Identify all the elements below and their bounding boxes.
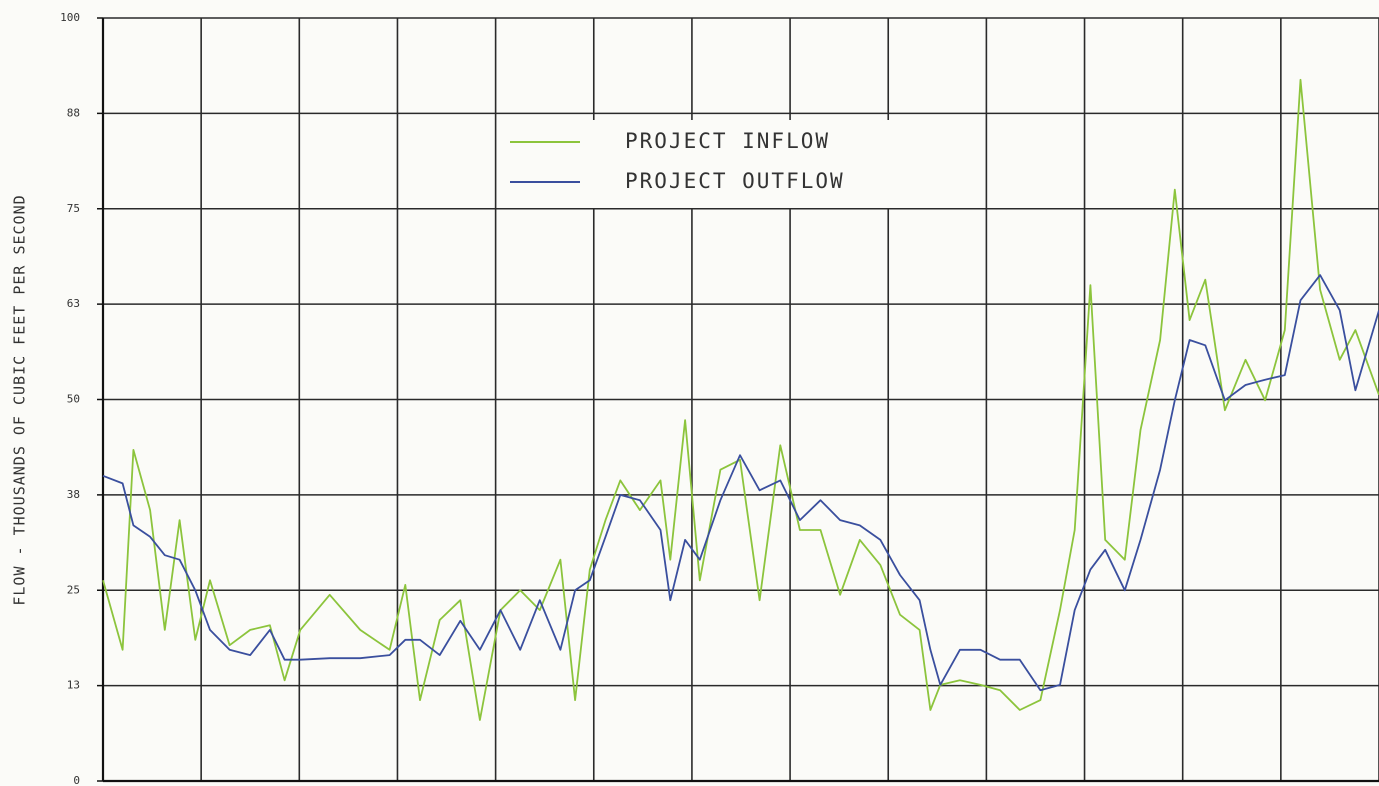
y-tick-label: 13 [67,679,80,692]
legend-label: PROJECT INFLOW [625,129,830,153]
y-axis-title: FLOW - THOUSANDS OF CUBIC FEET PER SECON… [11,194,29,605]
y-tick-label: 63 [67,297,80,310]
y-tick-label: 75 [67,202,80,215]
data-line [102,274,1379,692]
y-tick-label: 50 [67,393,80,406]
y-tick-label: 38 [67,488,80,501]
y-tick-label: 100 [60,11,80,24]
legend: PROJECT INFLOW PROJECT OUTFLOW [505,120,920,208]
legend-label: PROJECT OUTFLOW [625,169,845,193]
data-line [102,78,1379,721]
y-tick-label: 25 [67,583,80,596]
y-tick-label: 88 [67,106,80,119]
y-tick-label: 0 [73,774,80,786]
legend-box [505,120,920,208]
